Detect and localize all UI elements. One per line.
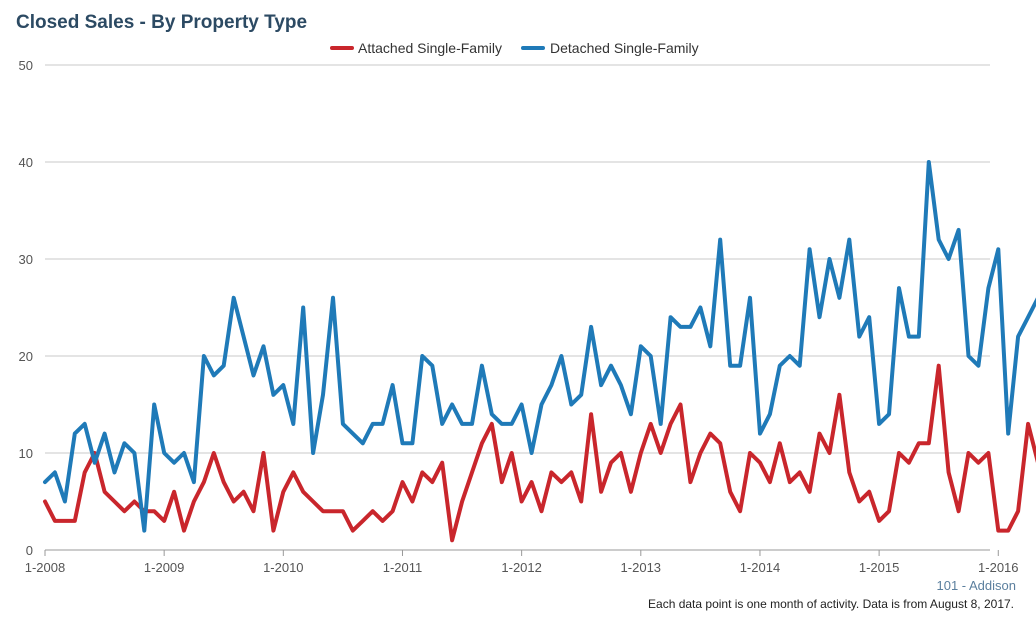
legend-label: Detached Single-Family bbox=[550, 40, 699, 56]
source-label: 101 - Addison bbox=[936, 578, 1016, 593]
legend[interactable]: Attached Single-Family Detached Single-Fa… bbox=[330, 40, 699, 56]
x-axis: 1-2008 1-2009 1-2010 1-2011 1-2012 1-2013 1-20… bbox=[25, 549, 1019, 575]
x-tick-label: 1-2008 bbox=[25, 560, 65, 575]
x-tick-label: 1-2014 bbox=[740, 560, 780, 575]
x-tick-label: 1-2011 bbox=[383, 560, 423, 575]
series-line-detached bbox=[43, 160, 1036, 533]
y-tick-label: 10 bbox=[19, 446, 33, 461]
footnote: Each data point is one month of activity… bbox=[648, 597, 1014, 611]
x-tick-label: 1-2013 bbox=[621, 560, 661, 575]
y-tick-label: 0 bbox=[26, 543, 33, 558]
x-tick-label: 1-2009 bbox=[144, 560, 184, 575]
y-tick-label: 40 bbox=[19, 155, 33, 170]
y-tick-label: 30 bbox=[19, 252, 33, 267]
x-tick-label: 1-2010 bbox=[263, 560, 303, 575]
y-axis: 0 10 20 30 40 50 bbox=[19, 58, 33, 558]
x-tick-label: 1-2015 bbox=[859, 560, 899, 575]
y-tick-label: 20 bbox=[19, 349, 33, 364]
x-tick-label: 1-2016 bbox=[978, 560, 1018, 575]
series-line-attached bbox=[43, 363, 1036, 543]
x-tick-label: 1-2012 bbox=[501, 560, 541, 575]
y-tick-label: 50 bbox=[19, 58, 33, 73]
chart-title: Closed Sales - By Property Type bbox=[16, 12, 308, 33]
legend-label: Attached Single-Family bbox=[358, 40, 502, 56]
series-lines bbox=[43, 160, 1036, 543]
grid-lines bbox=[45, 64, 990, 454]
